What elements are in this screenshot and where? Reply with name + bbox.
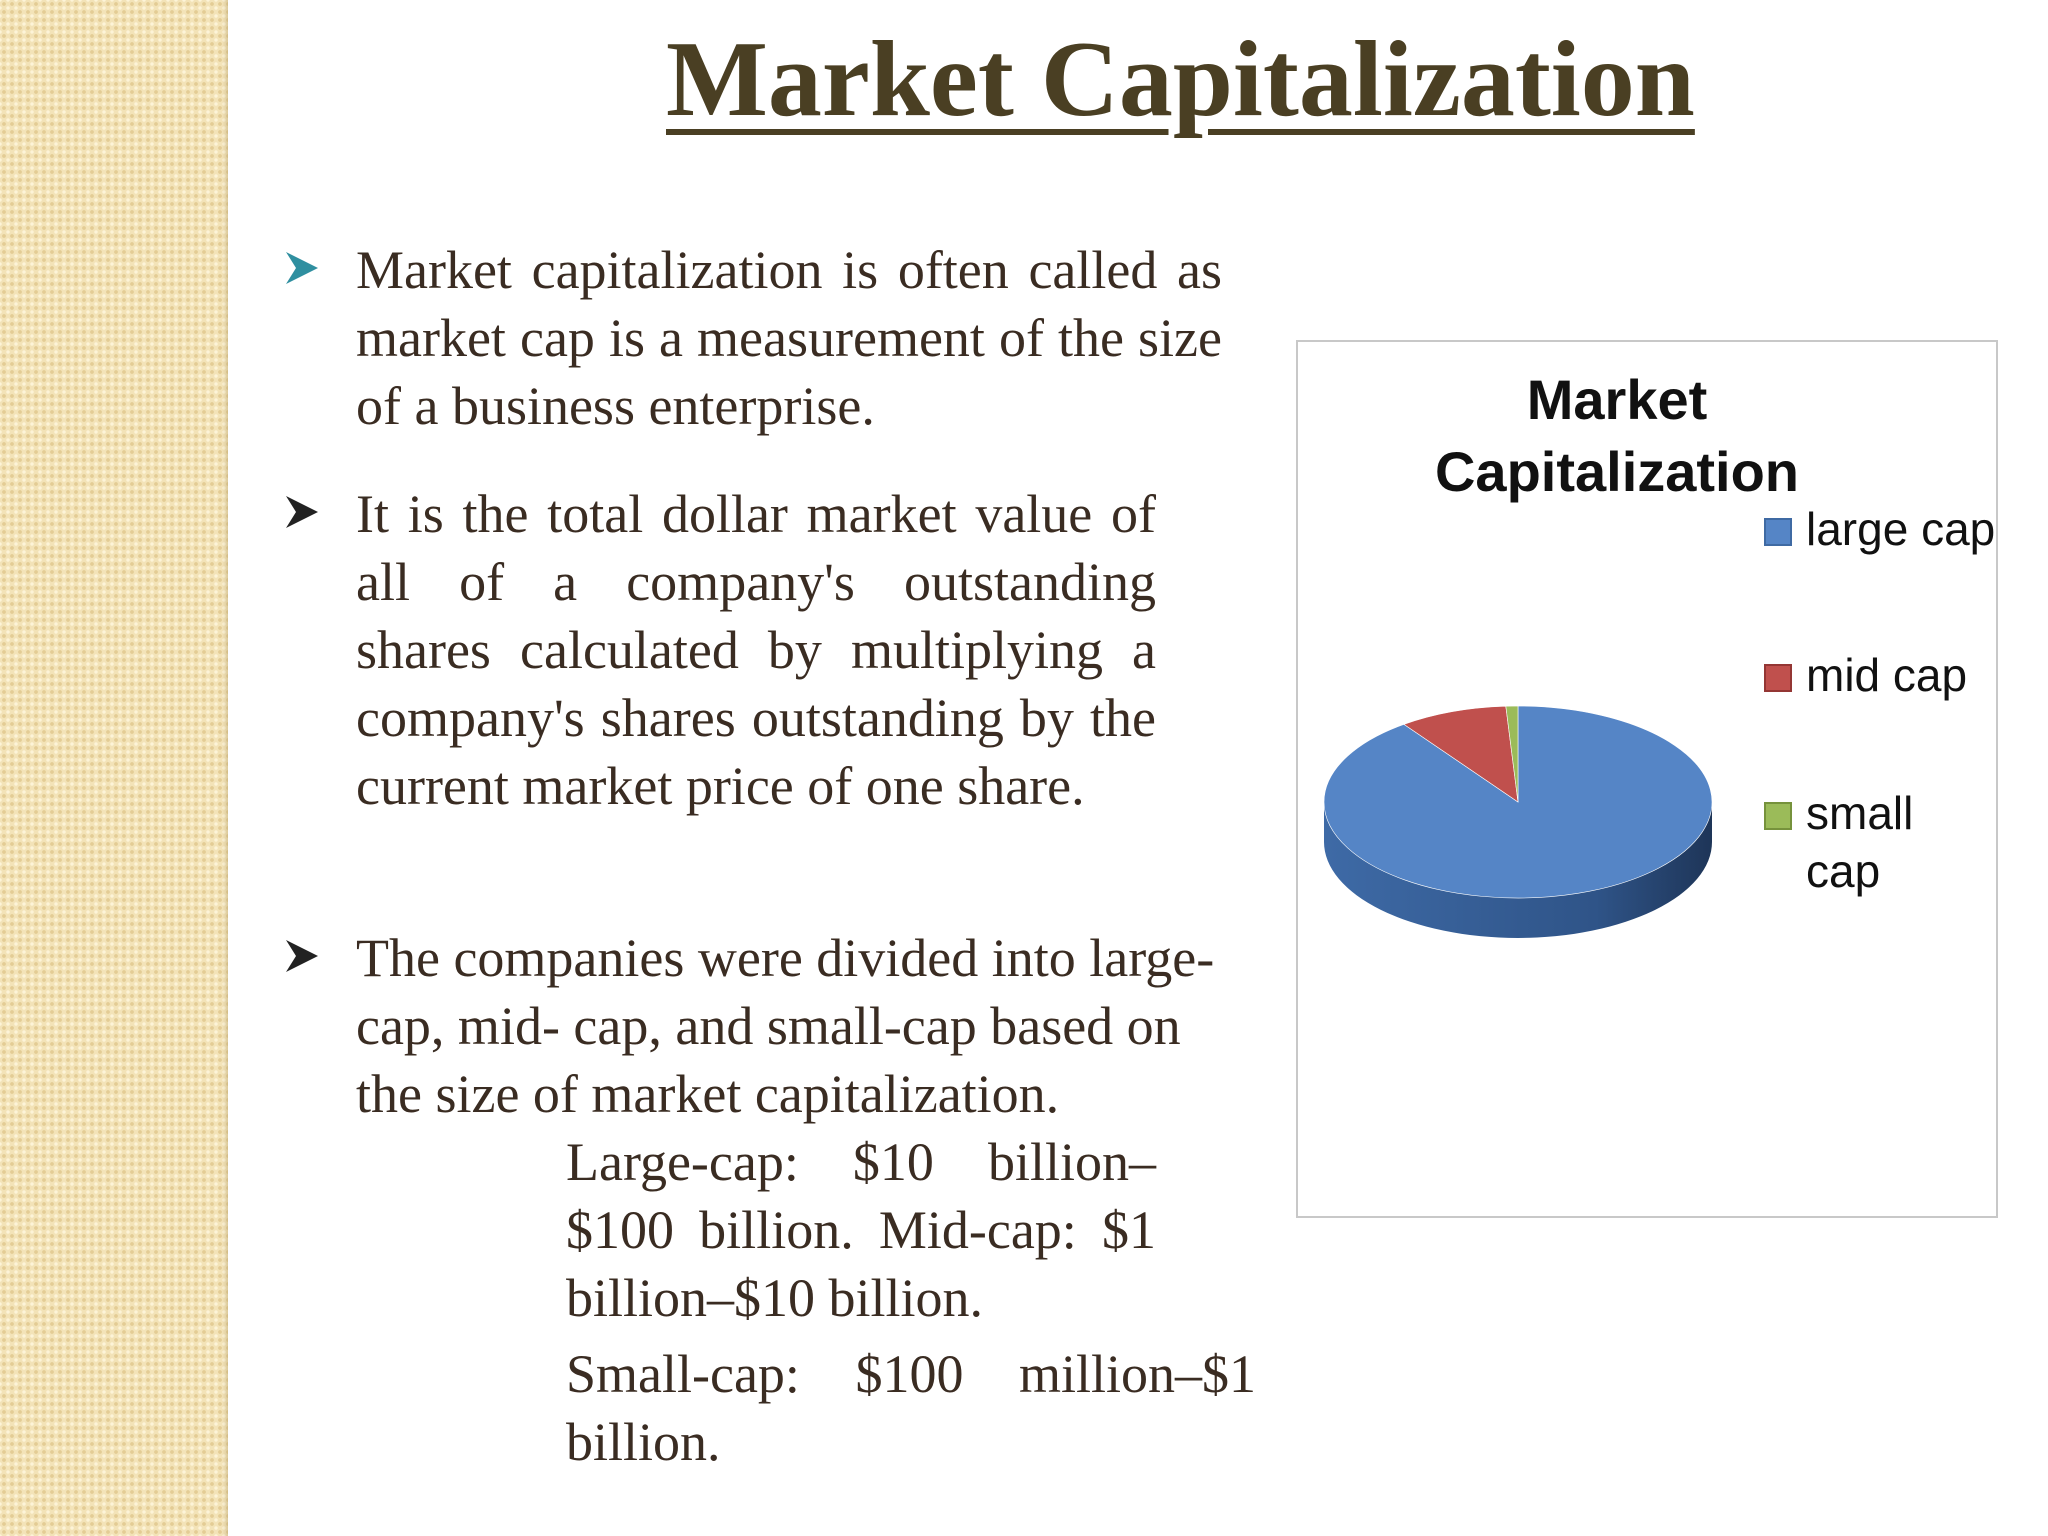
bullet-text-2: It is the total dollar market value of a… xyxy=(356,484,1156,816)
decorative-left-strip xyxy=(0,0,228,1536)
pie-slice-small-cap xyxy=(1505,705,1519,803)
sub-line-small: Small-cap: $100 million–$1 billion. xyxy=(566,1344,1256,1472)
arrow-bullet-icon xyxy=(282,492,322,537)
pie-slice-large-cap-side xyxy=(1324,802,1712,938)
chart-title-line-2: Capitalization xyxy=(1434,440,1800,503)
bullet-text-1: Market capitalization is often called as… xyxy=(356,240,1222,436)
chart-title: Market Capitalization xyxy=(1266,364,1968,508)
pie-chart xyxy=(1323,705,1713,938)
chart-title-line-1: Market xyxy=(1526,368,1708,431)
legend-swatch-small-cap xyxy=(1764,802,1792,830)
arrow-bullet-icon xyxy=(282,936,322,981)
legend-label-mid-cap: mid cap xyxy=(1806,649,1968,701)
sub-line-large-mid: Large-cap: $10 billion–$100 billion. Mid… xyxy=(566,1132,1156,1328)
pie-chart-frame: Market Capitalization large cap mid cap … xyxy=(1296,340,1998,1218)
pie-slice-mid-cap xyxy=(1403,705,1519,803)
legend-swatch-large-cap xyxy=(1764,518,1792,546)
legend-label-large-cap: large cap xyxy=(1806,503,1996,555)
arrow-bullet-icon xyxy=(282,248,322,293)
slide-title: Market Capitalization xyxy=(666,20,1695,139)
legend-swatch-mid-cap xyxy=(1764,664,1792,692)
bullet-text-3: The companies were divided into large-ca… xyxy=(356,928,1215,1124)
pie-top xyxy=(1323,705,1713,899)
legend-label-small-cap: small cap xyxy=(1806,787,1914,897)
pie-side xyxy=(1324,802,1712,938)
